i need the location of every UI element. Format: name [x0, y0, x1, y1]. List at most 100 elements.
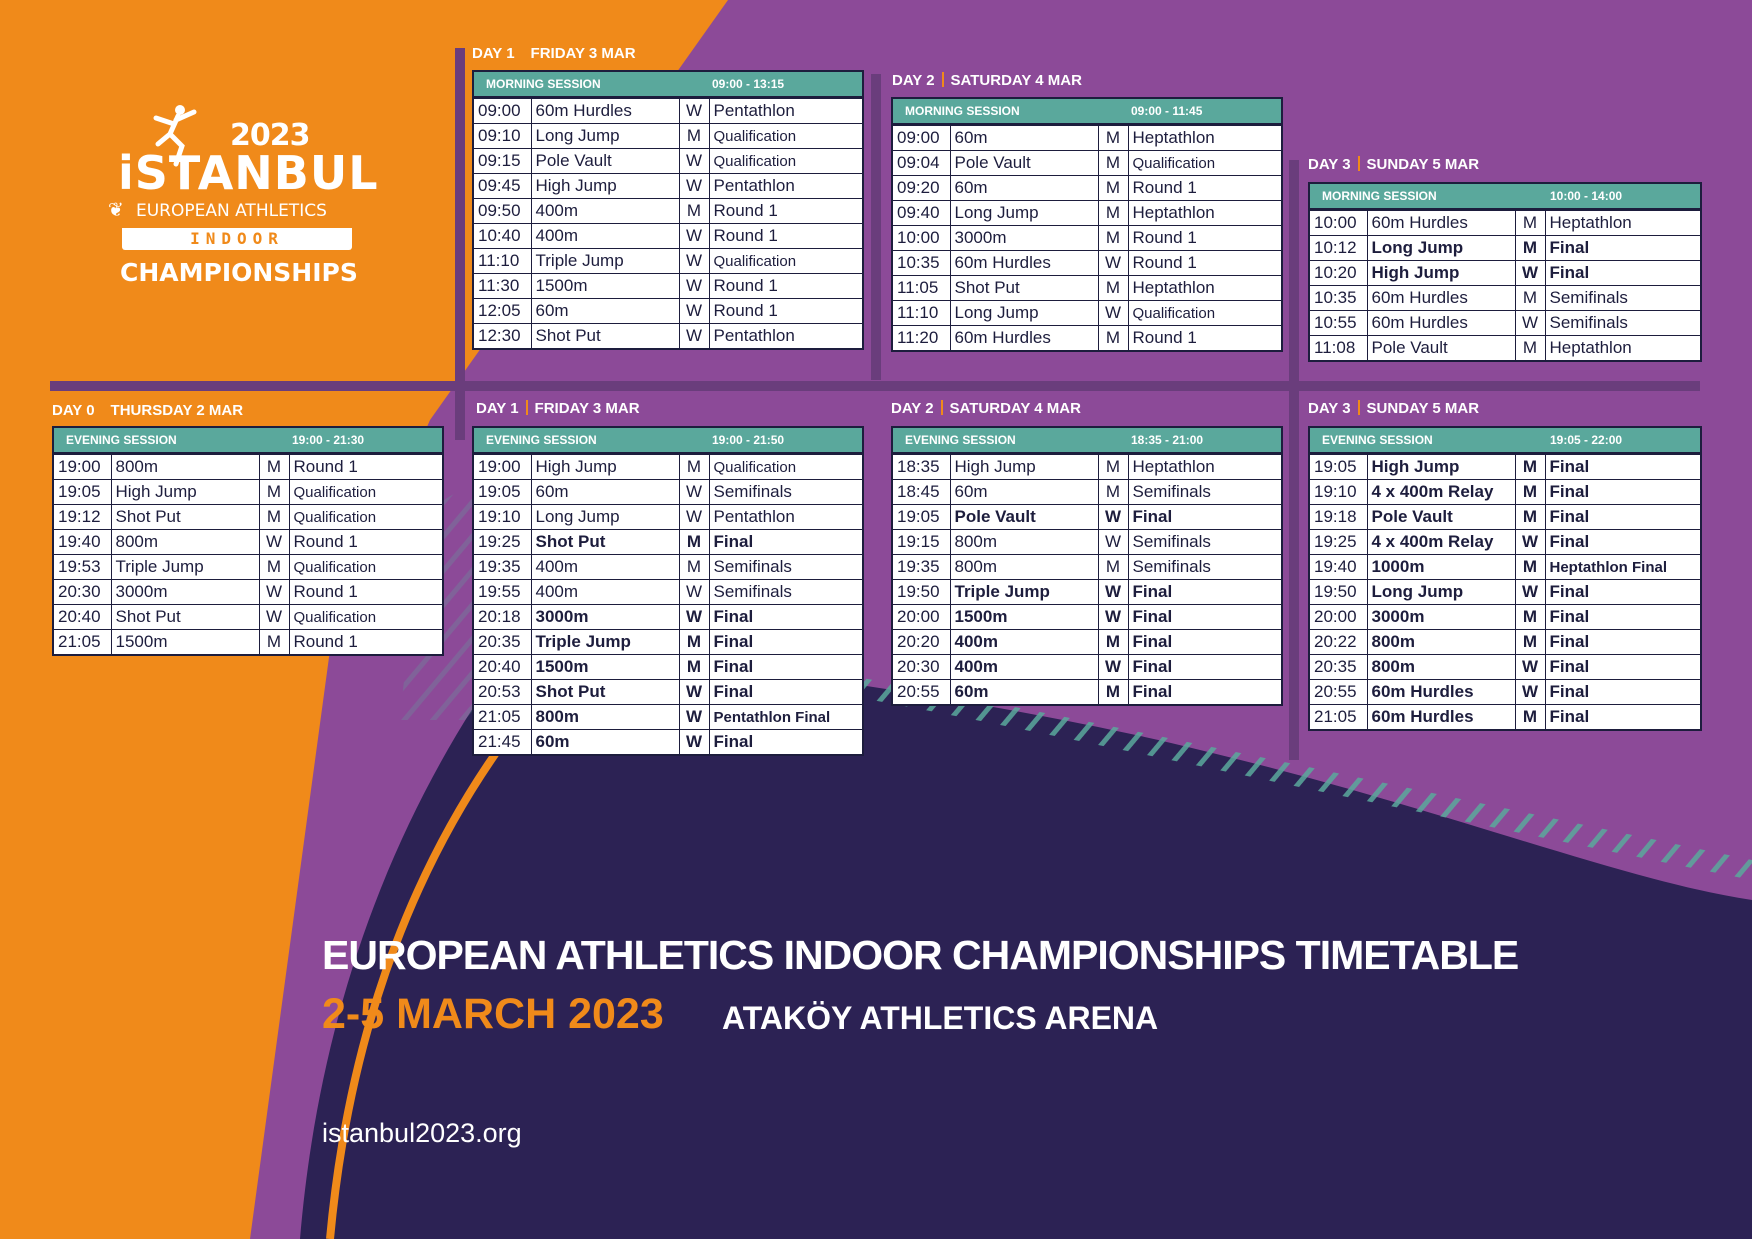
event-time: 09:50	[474, 198, 532, 224]
event-round: Heptathlon	[1127, 200, 1281, 226]
event-gender: M	[1097, 200, 1129, 226]
event-round: Pentathlon Final	[708, 704, 862, 730]
session-time: 19:05 - 22:00	[1550, 433, 1623, 447]
event-time: 11:05	[893, 275, 951, 301]
event-name: 60m Hurdles	[1366, 210, 1516, 236]
event-name: Pole Vault	[1366, 335, 1516, 360]
event-name: 60m Hurdles	[949, 325, 1099, 350]
event-dates: 2-5 MARCH 2023	[322, 990, 664, 1038]
event-gender: W	[678, 579, 710, 605]
schedule-table: 09:00 60m M Heptathlon 09:04 Pole Vault M Quali…	[893, 125, 1281, 350]
event-name: 60m Hurdles	[530, 98, 680, 124]
event-name: 400m	[949, 629, 1099, 655]
event-name: 800m	[1366, 654, 1516, 680]
event-round: Semifinals	[1127, 529, 1281, 555]
day-separator	[940, 400, 943, 415]
event-time: 19:25	[1310, 529, 1368, 555]
table-row: 21:05 1500m M Round 1	[54, 629, 442, 654]
event-time: 20:40	[54, 604, 112, 630]
event-gender: W	[678, 98, 710, 124]
event-round: Qualification	[1127, 300, 1281, 326]
table-row: 20:30 400m W Final	[893, 654, 1281, 680]
event-name: 3000m	[110, 579, 260, 605]
event-gender: W	[1097, 300, 1129, 326]
event-time: 19:35	[474, 554, 532, 580]
event-gender: M	[1514, 604, 1546, 630]
day-number: DAY 3	[1308, 156, 1351, 173]
event-round: Semifinals	[1544, 285, 1700, 311]
table-row: 20:00 3000m M Final	[1310, 604, 1700, 630]
event-time: 09:20	[893, 175, 951, 201]
event-name: Shot Put	[110, 504, 260, 530]
schedule-table: 10:00 60m Hurdles M Heptathlon 10:12 Long Jum…	[1310, 210, 1700, 360]
event-round: Round 1	[1127, 225, 1281, 251]
event-round: Semifinals	[708, 579, 862, 605]
event-name: 60m Hurdles	[1366, 310, 1516, 336]
table-row: 19:25 4 x 400m Relay W Final	[1310, 529, 1700, 555]
event-time: 09:00	[474, 98, 532, 124]
day-number: DAY 2	[892, 72, 935, 89]
day-number: DAY 3	[1308, 400, 1351, 417]
event-time: 20:53	[474, 679, 532, 705]
event-round: Qualification	[1127, 150, 1281, 176]
table-row: 19:05 60m W Semifinals	[474, 479, 862, 505]
table-row: 10:00 3000m M Round 1	[893, 225, 1281, 251]
table-row: 19:12 Shot Put M Qualification	[54, 504, 442, 530]
event-gender: M	[678, 654, 710, 680]
event-gender: M	[1514, 504, 1546, 530]
event-gender: W	[1514, 260, 1546, 286]
event-name: 1500m	[530, 654, 680, 680]
schedule-table: 18:35 High Jump M Heptathlon 18:45 60m M Semifi…	[893, 454, 1281, 704]
table-row: 20:35 800m W Final	[1310, 654, 1700, 680]
table-row: 09:15 Pole Vault W Qualification	[474, 148, 862, 174]
event-venue: ATAKÖY ATHLETICS ARENA	[722, 1000, 1159, 1036]
event-round: Final	[1127, 629, 1281, 655]
event-round: Final	[1544, 679, 1700, 705]
event-round: Heptathlon	[1544, 335, 1700, 360]
event-gender: W	[1514, 529, 1546, 555]
event-round: Final	[708, 604, 862, 630]
event-name: Pole Vault	[530, 148, 680, 174]
event-name: Pole Vault	[949, 150, 1099, 176]
event-gender: W	[678, 173, 710, 199]
event-round: Qualification	[708, 454, 862, 480]
table-row: 20:18 3000m W Final	[474, 604, 862, 630]
event-time: 09:04	[893, 150, 951, 176]
event-gender: W	[678, 248, 710, 274]
event-time: 20:35	[474, 629, 532, 655]
logo-year: 2023	[230, 118, 310, 153]
event-name: High Jump	[1366, 454, 1516, 480]
event-round: Qualification	[288, 479, 442, 505]
event-gender: M	[258, 454, 290, 480]
session-table: MORNING SESSION 10:00 - 14:00 10:00 60m Hur…	[1308, 182, 1702, 362]
event-round: Final	[708, 679, 862, 705]
table-row: 19:15 800m W Semifinals	[893, 529, 1281, 555]
event-round: Round 1	[708, 298, 862, 324]
event-time: 10:00	[893, 225, 951, 251]
event-name: 60m	[949, 175, 1099, 201]
table-row: 09:45 High Jump W Pentathlon	[474, 173, 862, 199]
event-time: 20:22	[1310, 629, 1368, 655]
event-gender: M	[1514, 704, 1546, 729]
event-round: Final	[1127, 654, 1281, 680]
event-gender: W	[678, 729, 710, 754]
day-number: DAY 2	[891, 400, 934, 417]
event-time: 09:45	[474, 173, 532, 199]
day-date: SATURDAY 4 MAR	[949, 400, 1081, 417]
session-table: EVENING SESSION 19:05 - 22:00 19:05 High Ju…	[1308, 426, 1702, 731]
table-row: 19:10 Long Jump W Pentathlon	[474, 504, 862, 530]
table-row: 19:18 Pole Vault M Final	[1310, 504, 1700, 530]
event-round: Pentathlon	[708, 323, 862, 348]
event-name: 800m	[110, 454, 260, 480]
schedule-table: 19:05 High Jump M Final 19:10 4 x 400m Relay M…	[1310, 454, 1700, 729]
table-row: 20:40 Shot Put W Qualification	[54, 604, 442, 630]
day-heading: DAY 3 SUNDAY 5 MAR	[1308, 156, 1479, 173]
event-name: Shot Put	[110, 604, 260, 630]
website-link[interactable]: istanbul2023.org	[322, 1118, 522, 1148]
event-time: 10:55	[1310, 310, 1368, 336]
table-row: 19:25 Shot Put M Final	[474, 529, 862, 555]
event-gender: W	[678, 298, 710, 324]
event-name: Long Jump	[949, 300, 1099, 326]
session-name: MORNING SESSION	[486, 77, 601, 91]
event-name: 400m	[949, 654, 1099, 680]
